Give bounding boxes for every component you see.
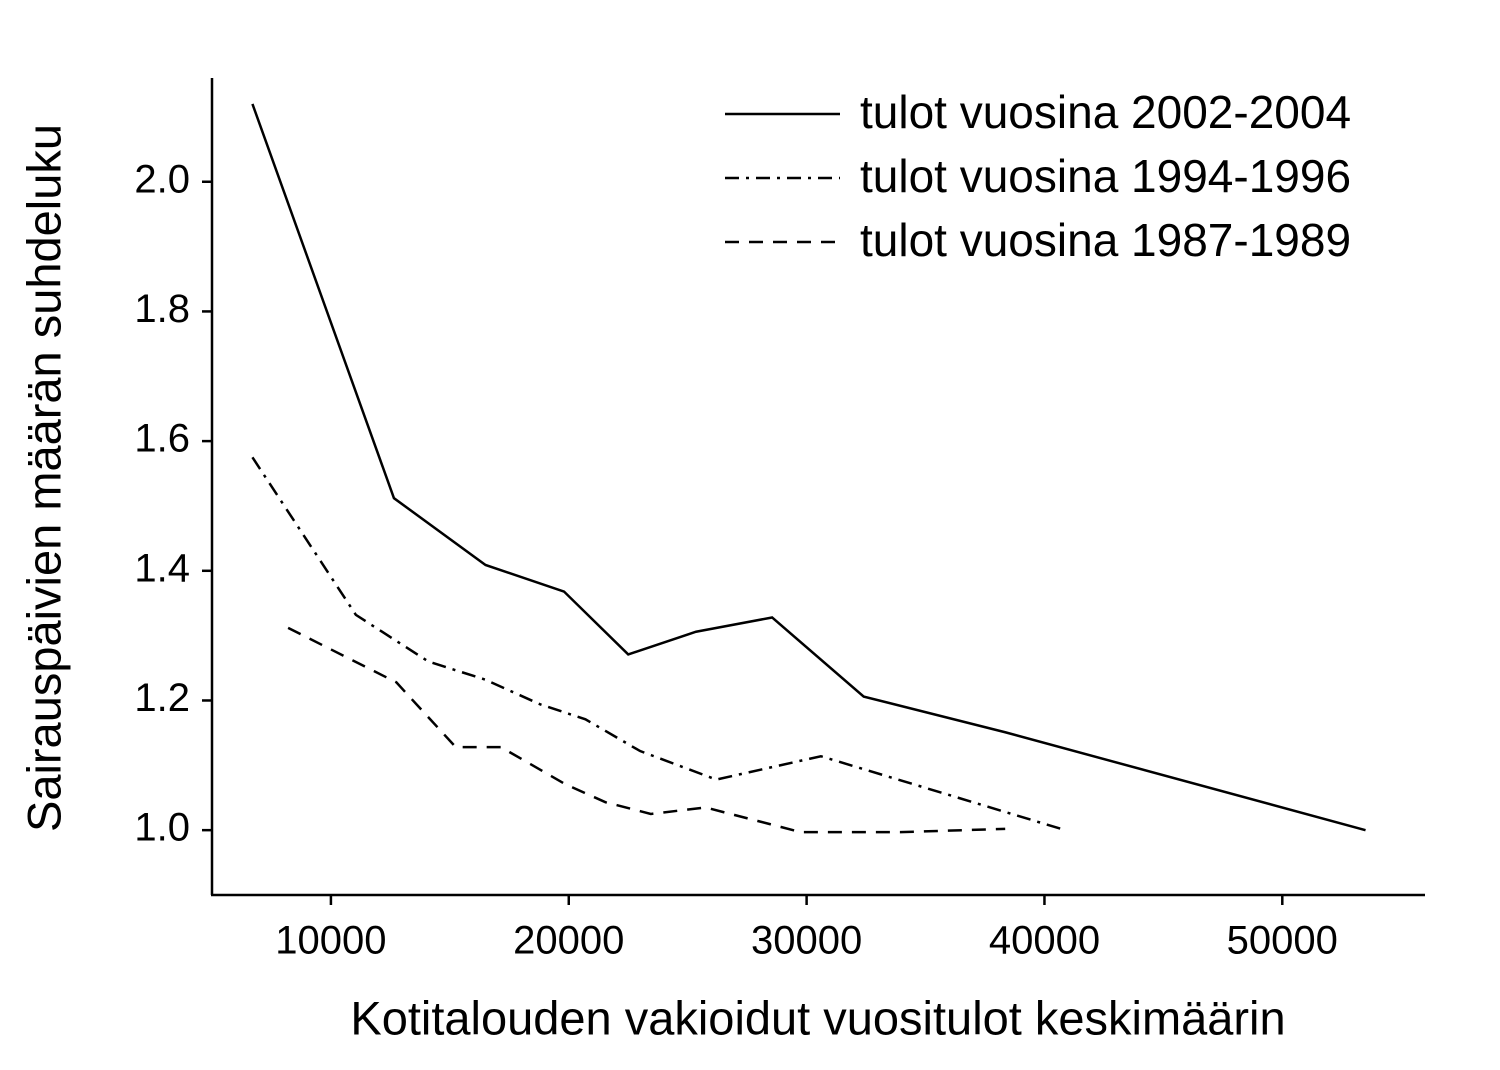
y-tick-label: 1.2 (134, 676, 190, 720)
legend-label: tulot vuosina 1994-1996 (860, 150, 1351, 202)
y-axis-title: Sairauspäivien määrän suhdeluku (17, 124, 70, 832)
y-tick-label: 1.6 (134, 417, 190, 461)
x-tick-label: 10000 (275, 919, 386, 963)
legend-label: tulot vuosina 1987-1989 (860, 214, 1351, 266)
series-line (251, 103, 1366, 832)
y-tick-label: 1.4 (134, 546, 190, 590)
x-tick-label: 40000 (989, 919, 1100, 963)
legend-label: tulot vuosina 2002-2004 (860, 86, 1351, 138)
x-axis-title: Kotitalouden vakioidut vuositulot keskim… (350, 991, 1285, 1044)
y-tick-label: 2.0 (134, 157, 190, 201)
y-tick-label: 1.8 (134, 287, 190, 331)
series-line (251, 456, 1062, 831)
x-tick-label: 20000 (513, 919, 624, 963)
y-tick-label: 1.0 (134, 806, 190, 850)
series-line (287, 626, 1006, 834)
x-tick-label: 50000 (1227, 919, 1338, 963)
x-tick-label: 30000 (751, 919, 862, 963)
